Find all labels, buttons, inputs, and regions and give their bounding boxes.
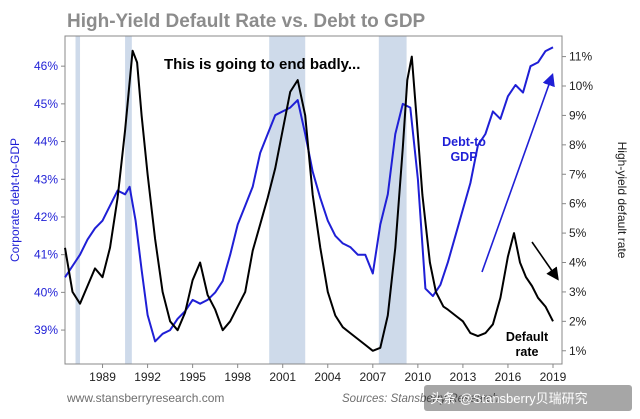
footer-sources: Sources: Stansberry Research [342,393,499,405]
recession-band-4 [378,36,407,364]
x-tick-label: 1998 [224,370,251,384]
x-tick-label: 2013 [450,370,477,384]
trend-arrow-down [531,241,559,281]
y-left-tick-label: 42% [34,210,58,224]
y-left-tick-label: 45% [34,97,58,111]
annotation-main: This is going to end badly... [164,56,360,73]
y-right-tick-label: 5% [569,226,587,240]
y-right-tick-label: 10% [569,79,593,93]
y-left-tick-label: 41% [34,248,58,262]
annotation-default-rate-line2: rate [516,345,539,359]
series-line-default-rate [64,49,554,352]
x-tick-label: 2007 [359,370,386,384]
y-right-tick-label: 2% [569,314,587,328]
y-axis-left: 39% 40% 41% 42% 43% 44% 45% 46% [34,59,65,337]
x-tick-label: 2004 [314,370,341,384]
y-right-tick-label: 9% [569,108,587,122]
recession-bands [75,36,407,364]
recession-band-2 [125,36,132,364]
y-right-tick-label: 7% [569,167,587,181]
chart-title: High-Yield Default Rate vs. Debt to GDP [67,11,426,32]
x-tick-label: 2001 [269,370,296,384]
recession-band-1 [75,36,81,364]
x-axis: 1989 1992 1995 1998 2001 2004 2007 2010 2013 2016… [89,364,567,384]
watermark-text: 头条 @Stansberry贝瑞研究 [430,391,588,406]
x-tick-label: 2019 [540,370,567,384]
watermark-background [424,385,632,411]
trend-arrow-up [481,72,555,273]
y-right-tick-label: 6% [569,197,587,211]
series-line-debt-to-gdp [64,46,554,343]
recession-band-3 [269,36,306,364]
y-left-tick-label: 43% [34,172,58,186]
y-right-tick-label: 8% [569,138,587,152]
y-left-tick-label: 40% [34,285,58,299]
x-tick-label: 1995 [179,370,206,384]
y-right-tick-label: 3% [569,285,587,299]
x-tick-label: 1989 [89,370,116,384]
y-axis-right: 1% 2% 3% 4% 5% 6% 7% 8% 9% 10% 11% [562,50,593,358]
annotation-debt-to-gdp-line1: Debt-to [442,135,486,149]
y-right-tick-label: 11% [569,50,592,64]
annotation-debt-to-gdp-line2: GDP [450,150,477,164]
annotation-default-rate-line1: Default [506,330,549,344]
y-right-tick-label: 4% [569,256,587,270]
y-right-tick-label: 1% [569,344,587,358]
x-tick-label: 1992 [134,370,161,384]
y-left-tick-label: 39% [34,323,58,337]
y-left-tick-label: 44% [34,135,58,149]
x-tick-label: 2010 [405,370,432,384]
y-axis-left-label: Corporate debt-to-GDP [8,138,22,262]
footer-website: www.stansberryresearch.com [66,391,224,405]
y-axis-right-label: High-yield default rate [615,142,629,259]
plot-frame [64,35,563,365]
x-tick-label: 2016 [495,370,522,384]
y-left-tick-label: 46% [34,59,58,73]
